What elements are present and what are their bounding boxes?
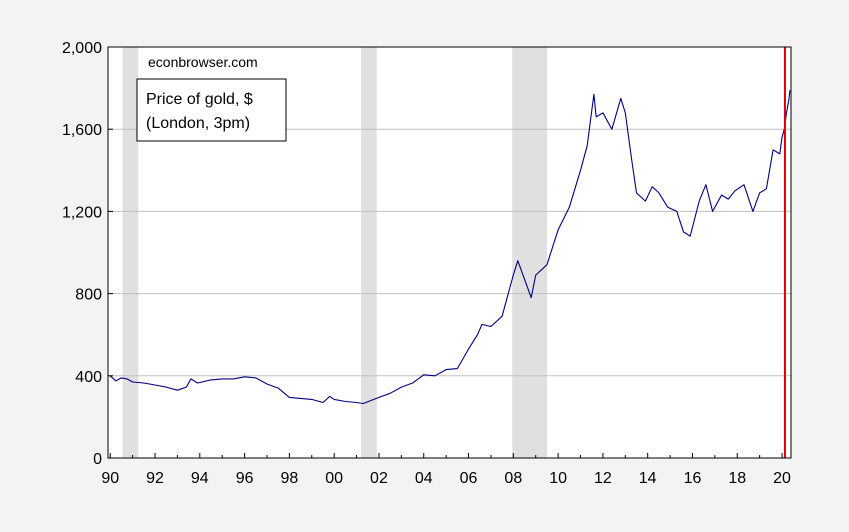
- x-tick-label: 02: [370, 470, 388, 487]
- series-layer: [109, 90, 791, 405]
- x-tick-label: 04: [415, 470, 433, 487]
- recession-band-2: [361, 47, 377, 458]
- legend-line-1: Price of gold, $: [146, 91, 253, 108]
- legend-box: Price of gold, $ (London, 3pm): [136, 78, 287, 142]
- y-tick-label: 0: [93, 451, 102, 468]
- recession-band-1: [122, 47, 139, 458]
- x-tick-label: 90: [101, 470, 119, 487]
- x-tick-label: 96: [236, 470, 254, 487]
- y-tick-label: 400: [75, 369, 102, 386]
- x-tick-label: 18: [728, 470, 746, 487]
- x-tick-label: 06: [460, 470, 478, 487]
- x-tick-label: 10: [549, 470, 567, 487]
- y-tick-label: 1,200: [62, 204, 102, 221]
- recession-shading: [122, 47, 547, 458]
- x-tick-label: 14: [639, 470, 657, 487]
- x-tick-label: 98: [280, 470, 298, 487]
- x-tick-label: 12: [594, 470, 612, 487]
- x-tick-label: 16: [684, 470, 702, 487]
- legend-frame: [136, 78, 287, 142]
- gold-price-line: [109, 90, 791, 405]
- recession-band-3: [512, 47, 547, 458]
- y-tick-label: 2,000: [62, 40, 102, 57]
- x-tick-label: 92: [146, 470, 164, 487]
- plot-frame: [107, 46, 792, 459]
- x-tick-label: 20: [773, 470, 791, 487]
- y-tick-label: 1,600: [62, 122, 102, 139]
- x-axis-ticks: 90 92 94 96 98 00 02 04 06 08 10 12 14 16 18 20: [101, 453, 791, 487]
- legend-line-2: (London, 3pm): [146, 115, 250, 132]
- y-tick-label: 800: [75, 287, 102, 304]
- x-tick-label: 00: [325, 470, 343, 487]
- x-tick-label: 94: [191, 470, 209, 487]
- x-tick-label: 08: [504, 470, 522, 487]
- y-axis-ticks: 0 400 800 1,200 1,600 2,000: [62, 40, 113, 468]
- source-annotation: econbrowser.com: [148, 54, 258, 70]
